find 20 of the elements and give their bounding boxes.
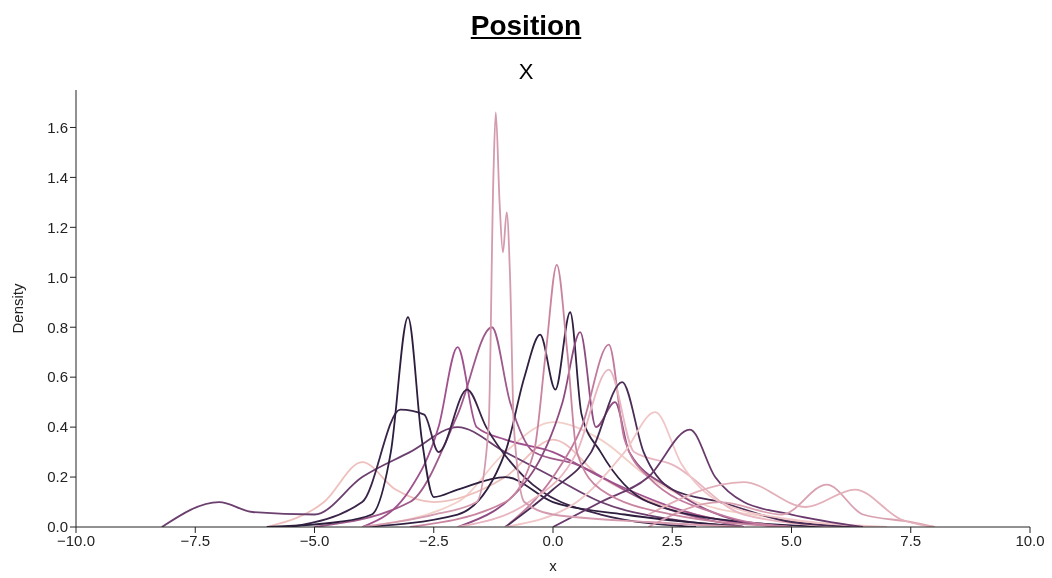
chart-title: Position bbox=[469, 9, 583, 43]
x-tick-label: 0.0 bbox=[542, 531, 564, 549]
y-axis-title: Density bbox=[9, 283, 27, 334]
chart-subtitle: X bbox=[517, 58, 535, 86]
x-tick-label: 2.5 bbox=[661, 531, 683, 549]
y-tick-label: 0.2 bbox=[47, 468, 68, 486]
y-tick-label: 0.4 bbox=[47, 418, 68, 436]
y-tick-label: 1.2 bbox=[47, 218, 68, 236]
y-tick-label: 1.6 bbox=[47, 118, 68, 136]
y-tick-label: 0.6 bbox=[47, 368, 68, 386]
y-tick-label: 1.4 bbox=[47, 168, 68, 186]
x-tick-label: −5.0 bbox=[299, 531, 330, 549]
y-tick-label: 1.0 bbox=[47, 268, 68, 286]
y-tick-label: 0.8 bbox=[47, 318, 68, 336]
x-tick-label: −2.5 bbox=[418, 531, 449, 549]
x-tick-label: −7.5 bbox=[180, 531, 211, 549]
x-tick-label: 7.5 bbox=[900, 531, 922, 549]
x-tick-label: 5.0 bbox=[781, 531, 802, 549]
x-tick-label: 10.0 bbox=[1015, 531, 1045, 549]
x-axis-title: x bbox=[549, 557, 558, 574]
